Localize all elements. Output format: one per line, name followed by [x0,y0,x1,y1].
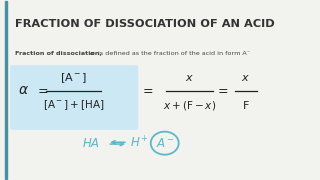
Text: $\alpha$: $\alpha$ [19,83,29,97]
Text: Fraction of dissociation,: Fraction of dissociation, [15,51,104,56]
Text: $=$: $=$ [215,84,229,96]
Text: $x$: $x$ [185,73,194,84]
FancyBboxPatch shape [10,65,138,130]
Text: $=$: $=$ [140,84,154,96]
Bar [5,1,7,179]
Text: H$^+$: H$^+$ [130,136,148,151]
Text: $x + (\mathrm{F} - x)$: $x + (\mathrm{F} - x)$ [163,99,216,112]
Text: $=$: $=$ [35,84,49,96]
Text: $x$: $x$ [241,73,250,84]
Text: $\mathrm{F}$: $\mathrm{F}$ [242,99,250,111]
Text: HA: HA [83,137,100,150]
Text: α: α [90,51,94,56]
Text: FRACTION OF DISSOCIATION OF AN ACID: FRACTION OF DISSOCIATION OF AN ACID [15,19,274,29]
Text: A$^-$: A$^-$ [156,137,174,150]
Text: $[\mathrm{A}^-] + [\mathrm{HA}]$: $[\mathrm{A}^-] + [\mathrm{HA}]$ [43,98,104,112]
Text: $[\mathrm{A}^-]$: $[\mathrm{A}^-]$ [60,72,87,85]
Text: is defined as the fraction of the acid in form A⁻: is defined as the fraction of the acid i… [96,51,250,56]
